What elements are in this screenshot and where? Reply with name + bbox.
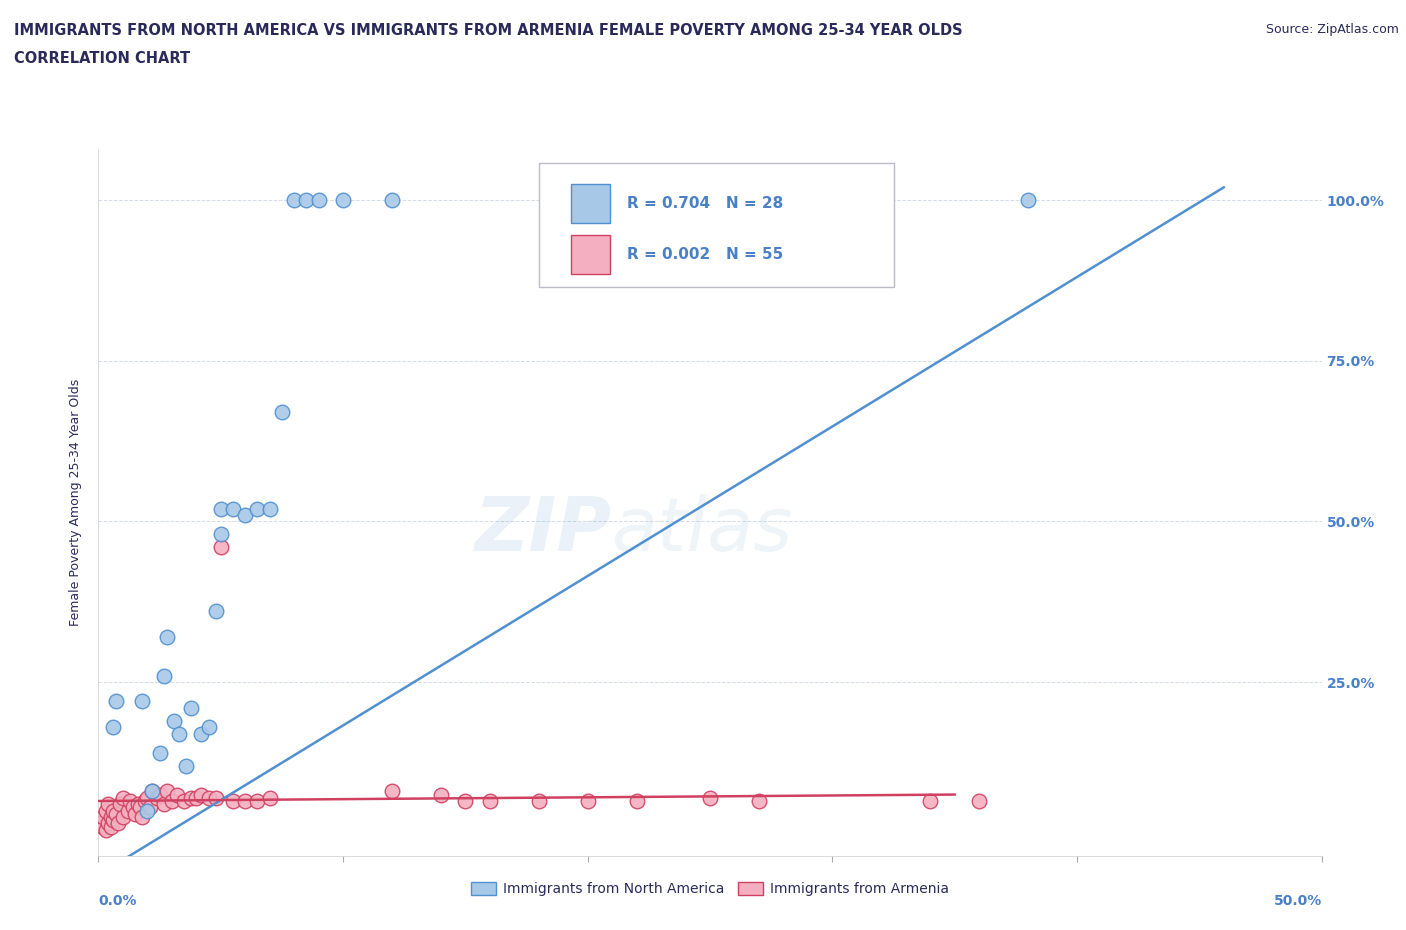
Point — [381, 784, 404, 799]
Text: 0.0%: 0.0% — [98, 895, 136, 909]
Point — [209, 539, 232, 554]
Point — [205, 604, 228, 618]
Point — [163, 713, 186, 728]
Point — [91, 819, 114, 834]
Point — [190, 726, 212, 741]
Point — [104, 806, 127, 821]
Legend: Immigrants from North America, Immigrants from Armenia: Immigrants from North America, Immigrant… — [465, 877, 955, 902]
Point — [190, 787, 212, 802]
Point — [127, 797, 149, 812]
Point — [153, 669, 176, 684]
Point — [149, 745, 172, 760]
Point — [121, 800, 143, 815]
Point — [149, 787, 172, 802]
Point — [167, 726, 190, 741]
Point — [160, 793, 183, 808]
Text: CORRELATION CHART: CORRELATION CHART — [14, 51, 190, 66]
Point — [527, 793, 550, 808]
Point — [134, 793, 156, 808]
Point — [233, 793, 256, 808]
Point — [97, 816, 120, 830]
Text: R = 0.002   N = 55: R = 0.002 N = 55 — [627, 247, 783, 262]
Point — [124, 806, 146, 821]
Point — [381, 193, 404, 207]
Point — [117, 804, 139, 818]
Point — [246, 793, 269, 808]
Point — [90, 816, 112, 830]
Point — [222, 501, 245, 516]
Point — [259, 501, 281, 516]
Point — [176, 758, 198, 773]
Point — [283, 193, 305, 207]
Point — [478, 793, 501, 808]
Point — [308, 193, 330, 207]
Point — [139, 800, 162, 815]
Point — [153, 797, 176, 812]
Point — [110, 797, 132, 812]
Text: 50.0%: 50.0% — [1274, 895, 1322, 909]
Point — [430, 787, 453, 802]
Point — [101, 720, 124, 735]
Point — [246, 501, 269, 516]
Point — [111, 810, 134, 825]
Point — [141, 784, 163, 799]
Point — [104, 694, 127, 709]
Point — [166, 787, 188, 802]
Point — [101, 804, 124, 818]
Point — [100, 819, 122, 834]
Point — [100, 810, 122, 825]
Point — [173, 793, 195, 808]
Point — [197, 790, 219, 805]
Point — [94, 804, 117, 818]
Text: ZIP: ZIP — [475, 494, 612, 567]
Point — [967, 793, 990, 808]
Point — [101, 813, 124, 828]
Point — [222, 793, 245, 808]
Point — [205, 790, 228, 805]
Point — [111, 790, 134, 805]
Point — [156, 784, 179, 799]
Point — [131, 694, 153, 709]
Point — [454, 793, 477, 808]
Point — [699, 790, 721, 805]
Point — [295, 193, 318, 207]
Point — [180, 700, 202, 715]
Point — [209, 527, 232, 542]
Point — [180, 790, 202, 805]
Point — [97, 797, 120, 812]
Point — [1017, 193, 1039, 207]
Text: atlas: atlas — [612, 495, 793, 566]
Point — [626, 793, 648, 808]
Point — [91, 810, 114, 825]
Point — [94, 822, 117, 837]
Point — [209, 501, 232, 516]
Point — [197, 720, 219, 735]
Bar — [571, 235, 610, 274]
Point — [146, 790, 169, 805]
Point — [186, 790, 208, 805]
Point — [332, 193, 354, 207]
Text: R = 0.704   N = 28: R = 0.704 N = 28 — [627, 196, 783, 211]
Point — [136, 804, 159, 818]
Y-axis label: Female Poverty Among 25-34 Year Olds: Female Poverty Among 25-34 Year Olds — [69, 379, 83, 626]
Point — [129, 800, 152, 815]
Point — [136, 790, 159, 805]
Point — [141, 784, 163, 799]
Point — [131, 810, 153, 825]
Point — [748, 793, 770, 808]
Point — [576, 793, 599, 808]
Point — [120, 793, 142, 808]
Text: IMMIGRANTS FROM NORTH AMERICA VS IMMIGRANTS FROM ARMENIA FEMALE POVERTY AMONG 25: IMMIGRANTS FROM NORTH AMERICA VS IMMIGRA… — [14, 23, 963, 38]
Point — [156, 630, 179, 644]
Point — [259, 790, 281, 805]
Point — [107, 816, 129, 830]
FancyBboxPatch shape — [538, 163, 894, 286]
Point — [233, 508, 256, 523]
Point — [920, 793, 942, 808]
Text: Source: ZipAtlas.com: Source: ZipAtlas.com — [1265, 23, 1399, 36]
Bar — [571, 184, 610, 223]
Point — [270, 405, 294, 419]
